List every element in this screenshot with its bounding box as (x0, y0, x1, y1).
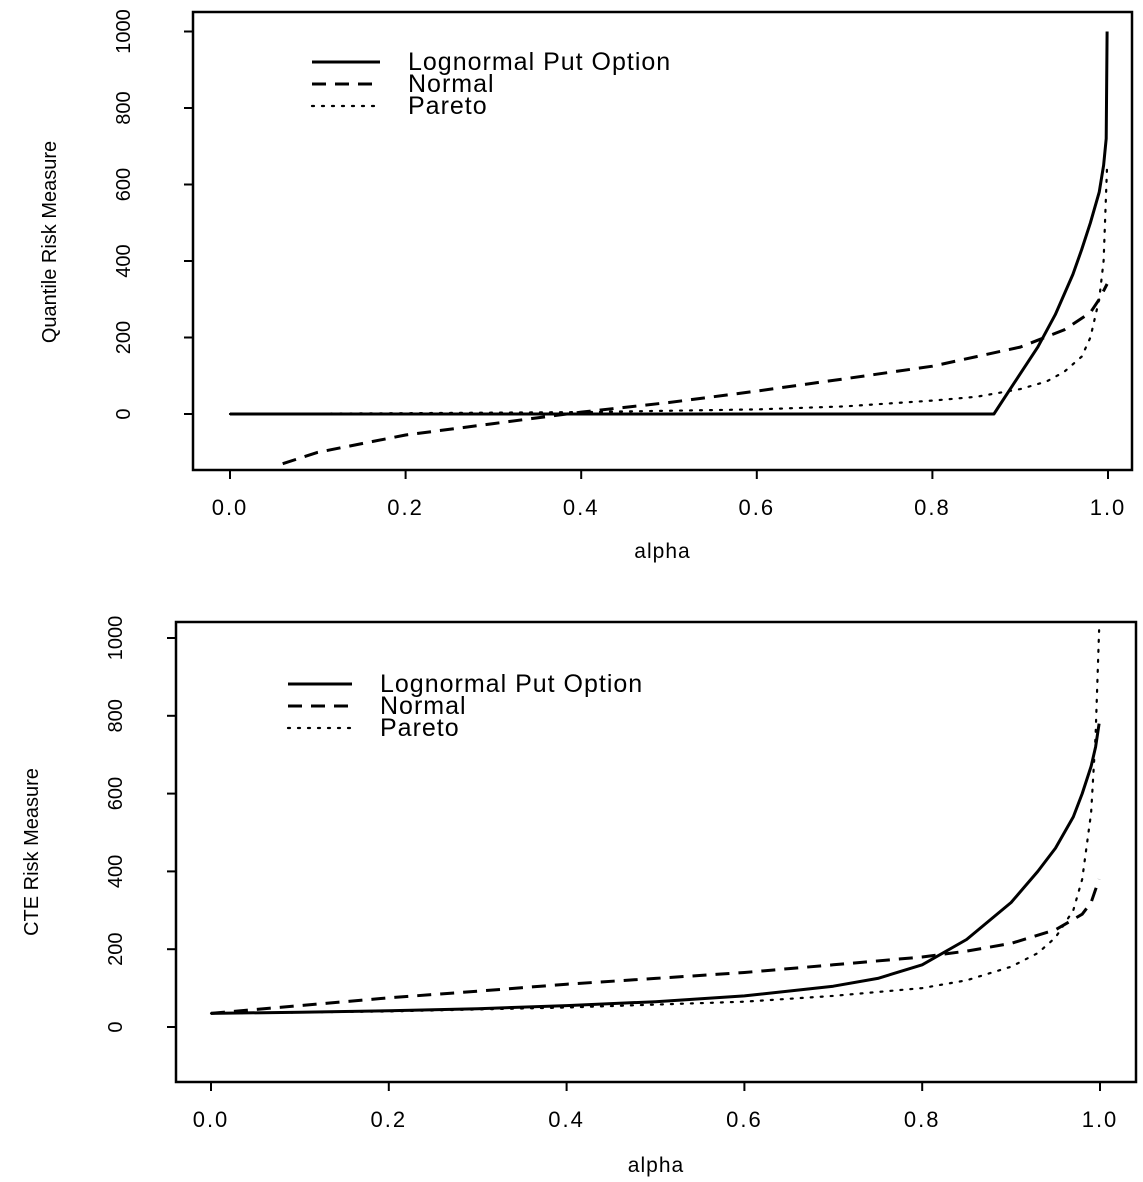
series-line-normal (210, 878, 1101, 1015)
y-tick-label: 200 (105, 933, 127, 966)
x-axis-label: alpha (634, 540, 690, 563)
x-tick-label: 0.6 (739, 495, 776, 520)
y-tick-label: 600 (113, 168, 135, 201)
x-tick-label: 0.0 (193, 1107, 230, 1132)
y-tick-label: 0 (105, 1021, 127, 1032)
y-tick-label: 600 (105, 777, 127, 810)
x-tick-label: 0.6 (726, 1107, 763, 1132)
y-tick-label: 400 (105, 855, 127, 888)
series-line-normal (282, 283, 1109, 466)
y-tick-label: 200 (113, 321, 135, 354)
quantile-chart-panel: 0.0 0.2 0.4 0.6 0.8 1.0 0 200 400 600 800 1000 alpha… (39, 9, 1134, 563)
y-tick-label: 800 (113, 91, 135, 124)
series-line-lognormal-put-option (210, 723, 1101, 1015)
y-axis-label: Quantile Risk Measure (39, 141, 61, 343)
x-tick-label: 0.2 (371, 1107, 408, 1132)
y-axis-label: CTE Risk Measure (21, 768, 43, 936)
x-tick-label: 0.8 (904, 1107, 941, 1132)
x-tick-label: 0.4 (548, 1107, 585, 1132)
x-tick-label: 1.0 (1090, 495, 1127, 520)
x-tick-label: 1.0 (1082, 1107, 1119, 1132)
legend-label: Normal (380, 692, 467, 720)
legend-label: Pareto (408, 92, 488, 120)
y-tick-label: 800 (105, 699, 127, 732)
plot-frame (191, 10, 1134, 472)
legend-label: Normal (408, 70, 495, 98)
x-axis-label: alpha (628, 1154, 684, 1177)
x-tick-label: 0.8 (914, 495, 951, 520)
x-tick-label: 0.4 (563, 495, 600, 520)
cte-chart-panel: 0.0 0.2 0.4 0.6 0.8 1.0 0 200 400 600 800 1000 alpha… (21, 616, 1138, 1177)
series-line-pareto (228, 164, 1109, 416)
y-tick-label: 0 (113, 408, 135, 419)
y-tick-label: 1000 (113, 9, 135, 54)
legend-label: Lognormal Put Option (380, 670, 643, 698)
plot-frame (174, 620, 1138, 1084)
series-line-pareto (209, 629, 1101, 1015)
legend-label: Pareto (380, 714, 460, 742)
x-tick-label: 0.2 (387, 495, 424, 520)
series-line-lognormal-put-option (230, 31, 1109, 416)
y-tick-label: 1000 (105, 616, 127, 661)
y-tick-label: 400 (113, 244, 135, 277)
x-tick-label: 0.0 (212, 495, 249, 520)
legend-label: Lognormal Put Option (408, 48, 671, 76)
